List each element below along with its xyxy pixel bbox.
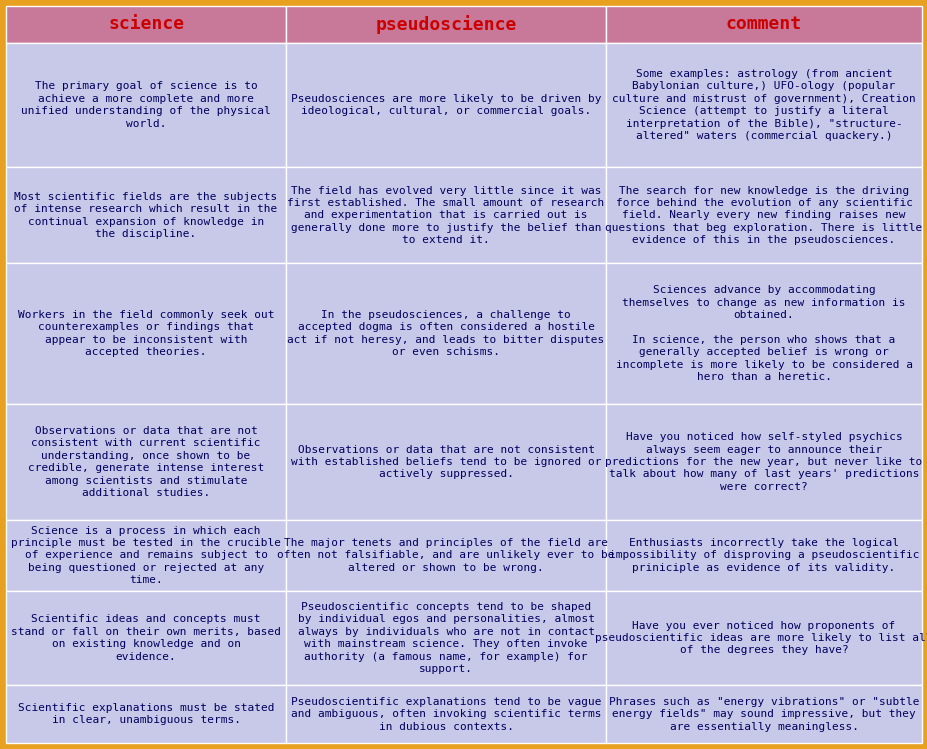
Bar — [286, 591, 605, 685]
Text: Pseudoscientific concepts tend to be shaped
by individual egos and personalities: Pseudoscientific concepts tend to be sha… — [298, 602, 594, 674]
Text: Phrases such as "energy vibrations" or "subtle
energy fields" may sound impressi: Phrases such as "energy vibrations" or "… — [608, 697, 919, 732]
Text: comment: comment — [725, 16, 801, 34]
Bar — [6, 6, 286, 43]
Text: science: science — [108, 16, 184, 34]
Bar — [286, 404, 605, 520]
Text: Enthusiasts incorrectly take the logical
impossibility of disproving a pseudosci: Enthusiasts incorrectly take the logical… — [608, 538, 919, 573]
Text: Science is a process in which each
principle must be tested in the crucible
of e: Science is a process in which each princ… — [11, 526, 281, 585]
Bar — [286, 6, 605, 43]
Text: Sciences advance by accommodating
themselves to change as new information is
obt: Sciences advance by accommodating themse… — [615, 285, 911, 382]
Bar — [605, 167, 921, 264]
Text: pseudoscience: pseudoscience — [375, 15, 516, 34]
Bar — [6, 591, 286, 685]
Bar — [605, 404, 921, 520]
Text: Most scientific fields are the subjects
of intense research which result in the
: Most scientific fields are the subjects … — [15, 192, 277, 239]
Bar — [6, 264, 286, 404]
Text: Scientific ideas and concepts must
stand or fall on their own merits, based
on e: Scientific ideas and concepts must stand… — [11, 614, 281, 661]
Bar — [605, 6, 921, 43]
Bar — [605, 264, 921, 404]
Bar — [286, 264, 605, 404]
Text: The field has evolved very little since it was
first established. The small amou: The field has evolved very little since … — [287, 186, 604, 245]
Bar — [286, 167, 605, 264]
Bar — [6, 167, 286, 264]
Bar — [605, 591, 921, 685]
Text: Have you ever noticed how proponents of
pseudoscientific ideas are more likely t: Have you ever noticed how proponents of … — [594, 620, 927, 655]
Text: The major tenets and principles of the field are
often not falsifiable, and are : The major tenets and principles of the f… — [277, 538, 615, 573]
Text: Have you noticed how self-styled psychics
always seem eager to announce their
pr: Have you noticed how self-styled psychic… — [604, 432, 921, 491]
Bar — [605, 43, 921, 167]
Text: Scientific explanations must be stated
in clear, unambiguous terms.: Scientific explanations must be stated i… — [18, 703, 274, 725]
Bar — [286, 520, 605, 591]
Text: Pseudosciences are more likely to be driven by
ideological, cultural, or commerc: Pseudosciences are more likely to be dri… — [290, 94, 601, 116]
Text: In the pseudosciences, a challenge to
accepted dogma is often considered a hosti: In the pseudosciences, a challenge to ac… — [287, 310, 604, 357]
Text: Observations or data that are not
consistent with current scientific
understandi: Observations or data that are not consis… — [28, 426, 264, 498]
Bar — [6, 685, 286, 743]
Text: Workers in the field commonly seek out
counterexamples or findings that
appear t: Workers in the field commonly seek out c… — [18, 310, 274, 357]
Bar — [286, 685, 605, 743]
Text: Observations or data that are not consistent
with established beliefs tend to be: Observations or data that are not consis… — [290, 444, 601, 479]
Text: The search for new knowledge is the driving
force behind the evolution of any sc: The search for new knowledge is the driv… — [604, 186, 921, 245]
Bar — [6, 43, 286, 167]
Bar — [605, 685, 921, 743]
Bar — [605, 520, 921, 591]
Bar — [286, 43, 605, 167]
Text: The primary goal of science is to
achieve a more complete and more
unified under: The primary goal of science is to achiev… — [21, 82, 271, 129]
Bar — [6, 404, 286, 520]
Text: Some examples: astrology (from ancient
Babylonian culture,) UFO-ology (popular
c: Some examples: astrology (from ancient B… — [612, 69, 915, 141]
Bar — [6, 520, 286, 591]
Text: Pseudoscientific explanations tend to be vague
and ambiguous, often invoking sci: Pseudoscientific explanations tend to be… — [290, 697, 601, 732]
